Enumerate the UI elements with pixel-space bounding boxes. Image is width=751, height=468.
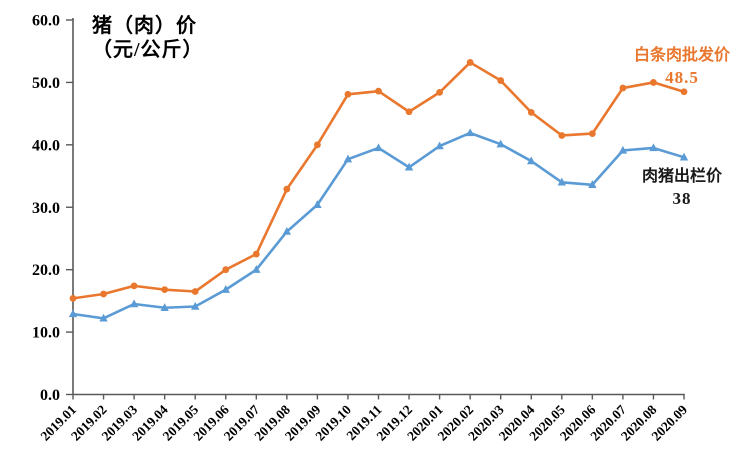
- wholesale-series-value: 48.5: [665, 68, 699, 87]
- wholesale-data-point: [650, 79, 657, 86]
- wholesale-data-point: [436, 89, 443, 96]
- live-hog-series-annotation: 肉猪出栏价 38: [624, 166, 740, 210]
- wholesale-data-point: [130, 282, 138, 290]
- live-hog-data-point: [435, 141, 444, 150]
- wholesale-series-label: 白条肉批发价: [633, 47, 730, 64]
- chart-title-line2: （元/公斤）: [92, 39, 204, 61]
- live-hog-data-point: [221, 285, 230, 293]
- y-tick-label: 10.0: [32, 325, 60, 342]
- wholesale-data-point: [161, 286, 169, 294]
- wholesale-data-point: [252, 250, 260, 258]
- wholesale-data-point: [100, 290, 107, 298]
- y-tick-label: 60.0: [32, 13, 60, 30]
- wholesale-data-point: [588, 130, 596, 137]
- live-hog-data-point: [679, 152, 689, 161]
- live-hog-data-point: [557, 177, 566, 186]
- live-hog-data-point: [343, 154, 353, 163]
- live-hog-data-point: [618, 145, 628, 154]
- live-hog-data-point: [588, 180, 597, 188]
- live-hog-data-point: [404, 162, 414, 171]
- live-hog-data-point: [465, 128, 475, 137]
- y-tick-label: 40.0: [32, 137, 60, 154]
- live-hog-series-label: 肉猪出栏价: [641, 168, 722, 185]
- live-hog-data-point: [496, 139, 505, 148]
- live-hog-data-point: [527, 156, 536, 165]
- y-tick-label: 0.0: [40, 387, 60, 404]
- live-hog-data-point: [313, 200, 322, 208]
- live-hog-data-point: [374, 143, 383, 152]
- y-tick-label: 30.0: [32, 200, 60, 217]
- wholesale-data-point: [558, 132, 566, 139]
- wholesale-data-point: [497, 77, 505, 84]
- wholesale-data-point: [314, 141, 321, 149]
- wholesale-data-point: [69, 294, 77, 302]
- y-tick-label: 50.0: [32, 75, 60, 92]
- wholesale-data-point: [344, 90, 352, 98]
- wholesale-data-point: [527, 108, 535, 116]
- live-hog-data-point: [68, 309, 78, 318]
- live-hog-data-point: [649, 143, 658, 152]
- wholesale-data-point: [405, 108, 413, 116]
- wholesale-data-point: [375, 87, 382, 95]
- wholesale-data-point: [283, 185, 291, 193]
- live-hog-series-value: 38: [672, 189, 692, 208]
- wholesale-data-point: [466, 59, 474, 66]
- wholesale-data-point: [191, 288, 199, 295]
- wholesale-data-point: [680, 88, 688, 96]
- wholesale-data-point: [619, 84, 627, 92]
- live-hog-data-point: [252, 265, 261, 273]
- y-tick-label: 20.0: [32, 262, 60, 279]
- live-hog-data-point: [99, 313, 108, 322]
- wholesale-series-annotation: 白条肉批发价 48.5: [624, 45, 740, 89]
- live-hog-data-point: [282, 226, 292, 235]
- live-hog-data-point: [160, 303, 169, 311]
- live-hog-data-point: [191, 301, 200, 310]
- live-hog-data-point: [129, 299, 139, 308]
- wholesale-data-point: [222, 266, 230, 274]
- chart-title-line1: 猪（肉）价: [92, 15, 197, 37]
- chart-title: 猪（肉）价 （元/公斤）: [92, 14, 204, 62]
